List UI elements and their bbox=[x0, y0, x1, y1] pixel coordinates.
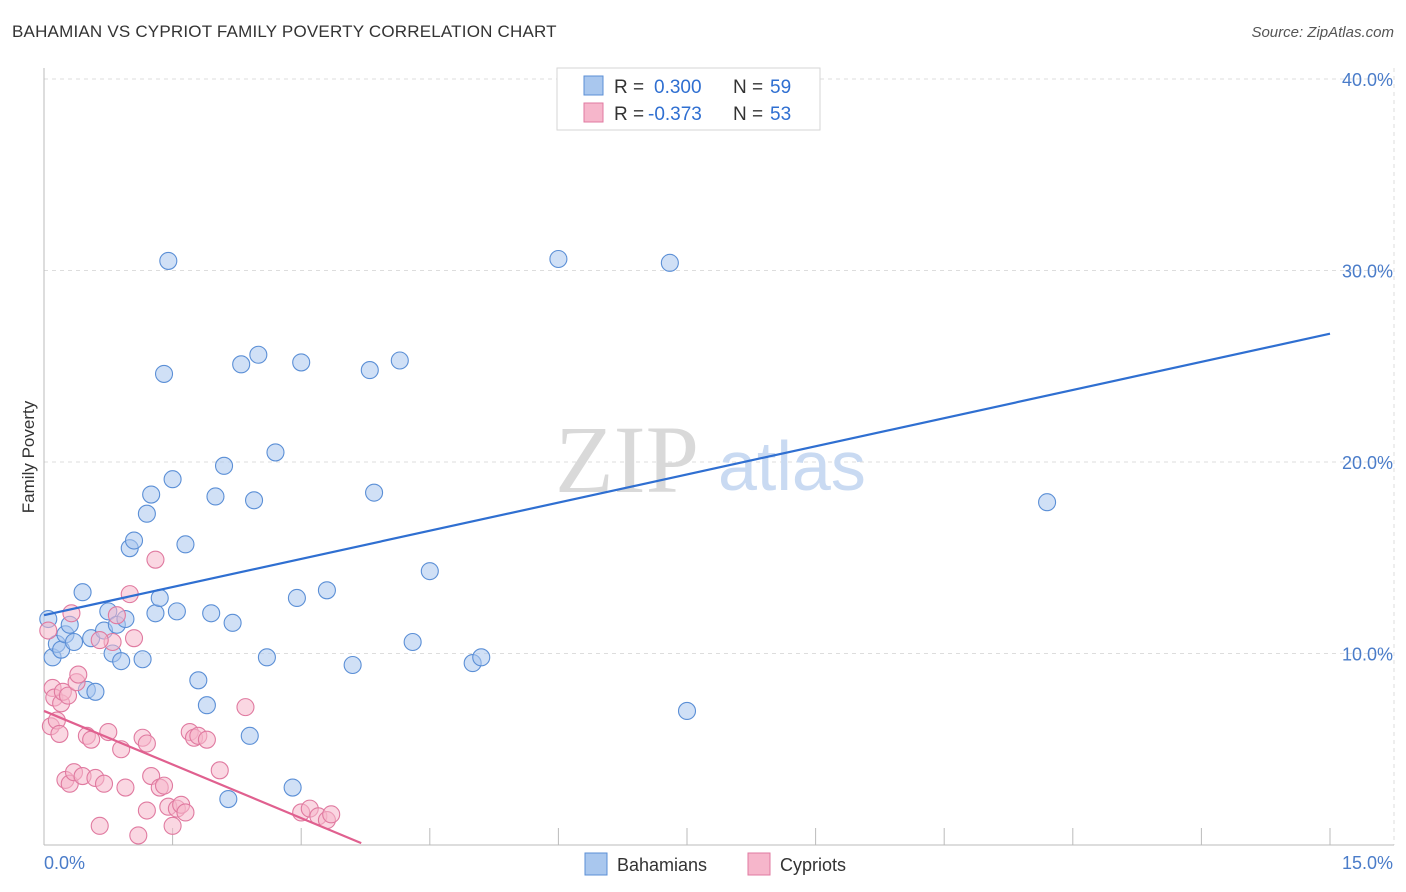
bottom-legend-swatch-bahamians bbox=[584, 852, 608, 876]
source-label: Source: ZipAtlas.com bbox=[1251, 24, 1394, 41]
y-tick-label-2: 30.0% bbox=[1342, 262, 1393, 282]
point-cypriots-14 bbox=[69, 665, 88, 684]
series-bahamians bbox=[39, 249, 1057, 809]
point-bahamians-36 bbox=[232, 355, 251, 374]
x-tick-label-0: 0.0% bbox=[44, 853, 85, 873]
point-bahamians-55 bbox=[660, 253, 679, 272]
point-cypriots-30 bbox=[137, 801, 156, 820]
point-cypriots-43 bbox=[197, 730, 216, 749]
x-tick-label-1: 15.0% bbox=[1342, 853, 1393, 873]
point-bahamians-57 bbox=[1038, 493, 1057, 512]
legend-swatch-bahamians bbox=[583, 75, 604, 96]
point-bahamians-42 bbox=[283, 778, 302, 797]
point-cypriots-27 bbox=[124, 629, 144, 648]
point-bahamians-10 bbox=[86, 682, 105, 701]
point-bahamians-38 bbox=[244, 491, 264, 510]
legend-r-label-bahamians: R = bbox=[614, 77, 644, 98]
point-bahamians-6 bbox=[64, 632, 84, 652]
point-cypriots-50 bbox=[322, 805, 341, 824]
point-bahamians-46 bbox=[343, 655, 362, 675]
point-bahamians-45 bbox=[317, 581, 336, 600]
watermark-atlas: atlas bbox=[718, 427, 866, 505]
point-bahamians-22 bbox=[146, 604, 165, 623]
point-bahamians-48 bbox=[365, 483, 384, 502]
point-bahamians-31 bbox=[202, 604, 221, 623]
point-cypriots-34 bbox=[154, 776, 174, 795]
point-cypriots-52 bbox=[137, 734, 156, 753]
legend-r-value-bahamians: 0.300 bbox=[654, 77, 702, 98]
point-bahamians-56 bbox=[677, 701, 697, 721]
stats-legend: R = 0.300 N = 59 R = -0.373 N = 53 bbox=[556, 67, 821, 131]
bottom-legend-swatch-cypriots bbox=[747, 852, 771, 876]
point-bahamians-27 bbox=[167, 602, 186, 621]
point-bahamians-41 bbox=[266, 443, 285, 462]
trend-line-cypriots bbox=[43, 709, 362, 845]
point-bahamians-50 bbox=[403, 632, 422, 652]
point-bahamians-40 bbox=[257, 648, 276, 667]
y-tick-label-3: 40.0% bbox=[1342, 70, 1393, 90]
legend-n-value-bahamians: 59 bbox=[770, 77, 791, 98]
point-bahamians-34 bbox=[219, 789, 238, 809]
point-bahamians-24 bbox=[154, 364, 174, 383]
legend-r-value-cypriots: -0.373 bbox=[648, 104, 702, 125]
point-bahamians-29 bbox=[189, 671, 208, 690]
point-bahamians-26 bbox=[163, 470, 182, 489]
point-bahamians-53 bbox=[472, 648, 491, 667]
legend-r-label-cypriots: R = bbox=[614, 104, 644, 125]
point-cypriots-0 bbox=[39, 621, 58, 640]
legend-n-label-cypriots: N = bbox=[733, 104, 763, 125]
point-cypriots-20 bbox=[94, 774, 114, 793]
legend-swatch-cypriots bbox=[583, 102, 604, 123]
point-bahamians-20 bbox=[137, 504, 156, 523]
point-bahamians-43 bbox=[287, 588, 306, 608]
trend-lines bbox=[43, 332, 1331, 845]
y-tick-label-1: 20.0% bbox=[1342, 453, 1393, 473]
series-cypriots bbox=[39, 550, 341, 845]
point-bahamians-54 bbox=[549, 249, 568, 269]
point-bahamians-33 bbox=[214, 456, 234, 475]
point-bahamians-18 bbox=[124, 531, 144, 550]
point-bahamians-21 bbox=[142, 485, 161, 504]
bottom-legend-label-bahamians: Bahamians bbox=[617, 855, 707, 875]
point-cypriots-36 bbox=[163, 816, 182, 835]
point-bahamians-37 bbox=[240, 726, 259, 745]
chart-title: BAHAMIAN VS CYPRIOT FAMILY POVERTY CORRE… bbox=[12, 22, 557, 41]
y-axis-label: Family Poverty bbox=[19, 400, 38, 513]
point-bahamians-15 bbox=[112, 652, 131, 671]
point-bahamians-19 bbox=[133, 650, 152, 669]
point-cypriots-32 bbox=[146, 550, 165, 569]
axes bbox=[43, 68, 1394, 846]
point-bahamians-25 bbox=[159, 251, 178, 270]
point-bahamians-7 bbox=[73, 583, 92, 602]
legend-n-value-cypriots: 53 bbox=[770, 104, 791, 125]
point-cypriots-45 bbox=[236, 698, 255, 717]
watermark-zip: ZIP bbox=[555, 406, 699, 513]
point-bahamians-44 bbox=[292, 353, 311, 372]
point-cypriots-28 bbox=[129, 826, 148, 845]
point-cypriots-25 bbox=[116, 778, 135, 797]
y-tick-label-0: 10.0% bbox=[1342, 645, 1393, 665]
tick-labels: 10.0% 20.0% 30.0% 40.0% 0.0% 15.0% bbox=[44, 70, 1393, 873]
point-cypriots-9 bbox=[58, 686, 78, 705]
point-cypriots-44 bbox=[210, 761, 229, 780]
point-cypriots-39 bbox=[176, 803, 195, 822]
point-bahamians-47 bbox=[360, 361, 379, 380]
point-cypriots-51 bbox=[90, 631, 109, 650]
point-bahamians-32 bbox=[206, 487, 225, 506]
point-cypriots-23 bbox=[107, 606, 126, 625]
point-cypriots-19 bbox=[90, 816, 109, 835]
legend-n-label-bahamians: N = bbox=[733, 77, 763, 98]
bottom-legend-label-cypriots: Cypriots bbox=[780, 855, 846, 875]
point-bahamians-28 bbox=[176, 535, 195, 554]
trend-line-bahamians bbox=[43, 332, 1331, 617]
point-bahamians-49 bbox=[390, 351, 409, 370]
point-bahamians-39 bbox=[249, 345, 268, 364]
point-bahamians-30 bbox=[197, 696, 216, 715]
point-bahamians-51 bbox=[420, 562, 439, 581]
series-legend: Bahamians Cypriots bbox=[584, 852, 846, 876]
point-cypriots-5 bbox=[50, 724, 69, 743]
point-bahamians-35 bbox=[223, 613, 242, 632]
